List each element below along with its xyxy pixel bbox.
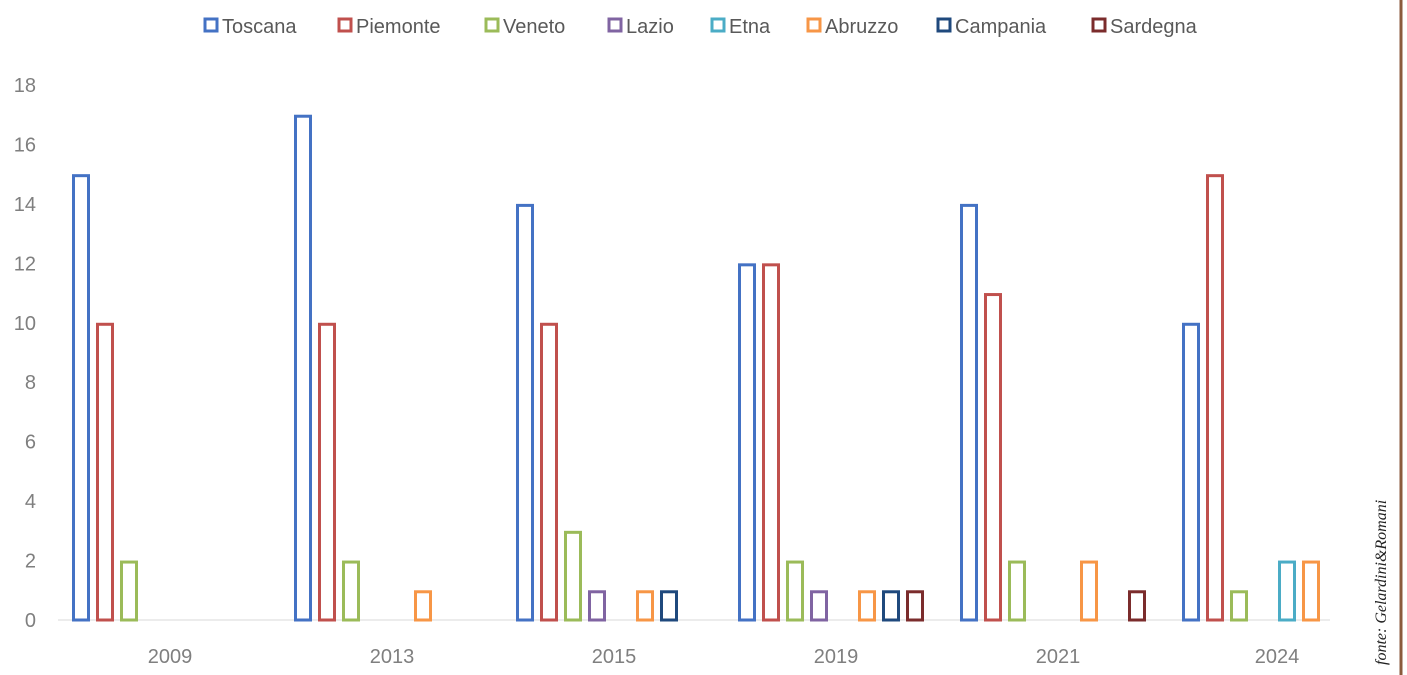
bar-campania-2015 bbox=[660, 590, 678, 622]
y-tick-label: 2 bbox=[25, 551, 36, 573]
bar-sardegna-2021 bbox=[1128, 590, 1146, 622]
bar-toscana-2009 bbox=[72, 174, 90, 622]
legend-label-lazio: Lazio bbox=[626, 16, 674, 38]
bar-piemonte-2009 bbox=[96, 322, 114, 622]
legend-swatch-toscana bbox=[203, 17, 219, 33]
bar-abruzzo-2024 bbox=[1302, 560, 1320, 622]
legend-label-etna: Etna bbox=[729, 16, 771, 38]
y-tick-label: 18 bbox=[14, 75, 36, 97]
y-tick-label: 0 bbox=[25, 610, 36, 632]
bar-abruzzo-2021 bbox=[1080, 560, 1098, 622]
legend-swatch-piemonte bbox=[337, 17, 353, 33]
bar-abruzzo-2013 bbox=[414, 590, 432, 622]
x-tick-label: 2019 bbox=[814, 646, 859, 668]
y-axis: 0 2 4 6 8 10 12 14 16 18 bbox=[14, 75, 36, 632]
y-tick-label: 10 bbox=[14, 313, 36, 335]
y-tick-label: 4 bbox=[25, 491, 36, 513]
x-tick-label: 2024 bbox=[1255, 646, 1300, 668]
x-tick-label: 2015 bbox=[592, 646, 637, 668]
legend-label-sardegna: Sardegna bbox=[1110, 16, 1198, 38]
x-tick-label: 2013 bbox=[370, 646, 415, 668]
bar-veneto-2024 bbox=[1230, 590, 1248, 622]
legend: Toscana Piemonte Veneto Lazio Etna Abruzzo Cam… bbox=[203, 16, 1198, 38]
legend-swatch-abruzzo bbox=[806, 17, 822, 33]
legend-swatch-etna bbox=[710, 17, 726, 33]
bar-toscana-2019 bbox=[738, 263, 756, 622]
legend-swatch-sardegna bbox=[1091, 17, 1107, 33]
legend-label-veneto: Veneto bbox=[503, 16, 565, 38]
bar-veneto-2013 bbox=[342, 560, 360, 622]
x-tick-label: 2009 bbox=[148, 646, 193, 668]
source-note: fonte: Gelardini&Romani bbox=[1373, 500, 1390, 665]
bar-piemonte-2024 bbox=[1206, 174, 1224, 622]
bar-toscana-2024 bbox=[1182, 322, 1200, 622]
bar-piemonte-2015 bbox=[540, 322, 558, 622]
bar-veneto-2015 bbox=[564, 530, 582, 622]
bar-sardegna-2019 bbox=[906, 590, 924, 622]
bar-lazio-2019 bbox=[810, 590, 828, 622]
bar-campania-2019 bbox=[882, 590, 900, 622]
legend-label-campania: Campania bbox=[955, 16, 1047, 38]
bar-piemonte-2013 bbox=[318, 322, 336, 622]
x-tick-label: 2021 bbox=[1036, 646, 1081, 668]
bar-veneto-2021 bbox=[1008, 560, 1026, 622]
legend-swatch-campania bbox=[936, 17, 952, 33]
bar-abruzzo-2015 bbox=[636, 590, 654, 622]
legend-label-toscana: Toscana bbox=[222, 16, 297, 38]
y-tick-label: 14 bbox=[14, 194, 36, 216]
bar-toscana-2015 bbox=[516, 203, 534, 622]
y-tick-label: 6 bbox=[25, 432, 36, 454]
y-tick-label: 12 bbox=[14, 253, 36, 275]
legend-label-piemonte: Piemonte bbox=[356, 16, 441, 38]
bar-veneto-2009 bbox=[120, 560, 138, 622]
y-tick-label: 8 bbox=[25, 372, 36, 394]
legend-label-abruzzo: Abruzzo bbox=[825, 16, 898, 38]
bar-etna-2024 bbox=[1278, 560, 1296, 622]
bar-piemonte-2021 bbox=[984, 293, 1002, 622]
bar-piemonte-2019 bbox=[762, 263, 780, 622]
bar-toscana-2013 bbox=[294, 114, 312, 622]
y-tick-label: 16 bbox=[14, 134, 36, 156]
bar-abruzzo-2019 bbox=[858, 590, 876, 622]
bar-lazio-2015 bbox=[588, 590, 606, 622]
bars bbox=[72, 114, 1320, 622]
legend-swatch-lazio bbox=[607, 17, 623, 33]
bar-toscana-2021 bbox=[960, 203, 978, 622]
bar-veneto-2019 bbox=[786, 560, 804, 622]
legend-swatch-veneto bbox=[484, 17, 500, 33]
x-axis: 2009 2013 2015 2019 2021 2024 bbox=[58, 619, 1330, 668]
